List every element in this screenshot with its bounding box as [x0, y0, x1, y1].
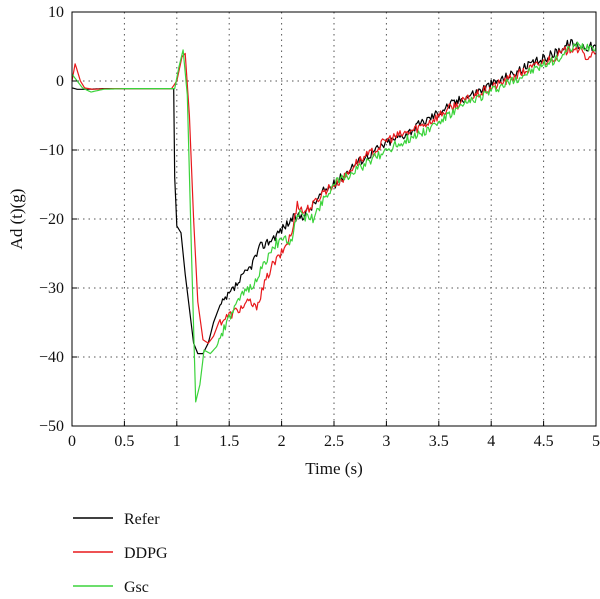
- series-line-gsc: [71, 41, 597, 403]
- x-tick-label: 5: [592, 433, 600, 450]
- x-tick-label: 4: [487, 433, 495, 450]
- y-tick-label: −50: [39, 418, 64, 435]
- legend-label-ddpg: DDPG: [124, 545, 168, 562]
- y-axis-label: Ad (t)(g): [7, 189, 26, 250]
- x-tick-label: 4.5: [534, 433, 554, 450]
- x-tick-label: 0.5: [114, 433, 134, 450]
- x-tick-label: 0: [68, 433, 76, 450]
- x-tick-label: 1: [173, 433, 181, 450]
- x-tick-label: 3: [382, 433, 390, 450]
- y-tick-label: −30: [39, 280, 64, 297]
- series-group: [71, 38, 597, 403]
- x-axis-label: Time (s): [305, 459, 362, 478]
- x-tick-label: 2.5: [324, 433, 344, 450]
- x-tick-label: 2: [278, 433, 286, 450]
- y-tick-label: −10: [39, 142, 64, 159]
- y-tick-label: 10: [48, 4, 64, 21]
- legend: Refer DDPG Gsc: [73, 511, 168, 596]
- y-tick-label: −40: [39, 349, 64, 366]
- legend-label-gsc: Gsc: [124, 579, 149, 596]
- series-line-refer: [71, 38, 597, 355]
- y-tick-label: −20: [39, 211, 64, 228]
- x-tick-label: 1.5: [219, 433, 239, 450]
- y-tick-label: 0: [56, 73, 64, 90]
- tick-group: 0 0.5 1 1.5 2 2.5 3 3.5 4 4.5 5 10 0 −10 −20 −30 −40 −50: [39, 4, 600, 450]
- legend-label-refer: Refer: [124, 511, 160, 528]
- x-tick-label: 3.5: [429, 433, 449, 450]
